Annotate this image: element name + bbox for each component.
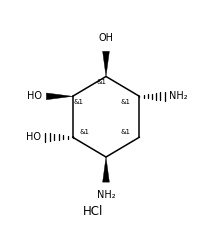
Text: &1: &1 bbox=[73, 98, 83, 105]
Text: HO: HO bbox=[27, 91, 42, 101]
Text: &1: &1 bbox=[121, 98, 131, 105]
Text: NH₂: NH₂ bbox=[97, 190, 115, 200]
Text: &1: &1 bbox=[96, 79, 106, 85]
Text: HCl: HCl bbox=[83, 205, 104, 218]
Text: HO: HO bbox=[26, 132, 41, 142]
Text: &1: &1 bbox=[79, 129, 89, 135]
Text: NH₂: NH₂ bbox=[169, 91, 187, 101]
Text: &1: &1 bbox=[121, 129, 131, 135]
Text: OH: OH bbox=[99, 33, 113, 43]
Polygon shape bbox=[46, 93, 73, 100]
Polygon shape bbox=[103, 157, 109, 182]
Polygon shape bbox=[103, 51, 109, 76]
